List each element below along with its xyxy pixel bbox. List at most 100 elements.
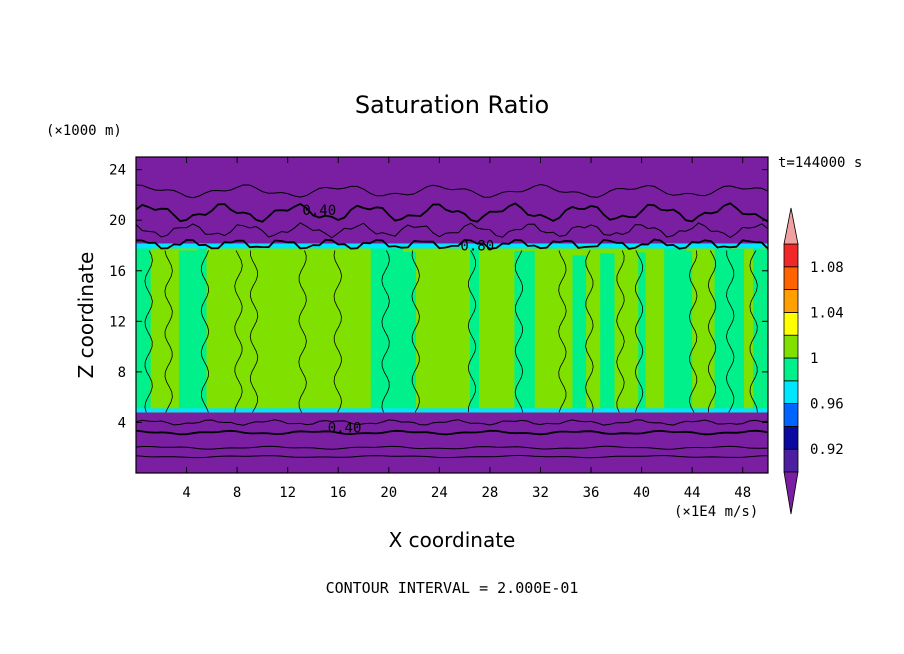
cloud-stripe-23 xyxy=(469,246,480,413)
cloud-stripe-9 xyxy=(234,250,243,413)
cloud-stripe-39 xyxy=(692,246,715,413)
contour-upper-060 xyxy=(136,222,768,239)
cloud-contour-5 xyxy=(298,250,307,413)
contour-lower-040 xyxy=(136,429,768,436)
cloud-bottom-edge xyxy=(136,408,768,413)
cloud-stripe-3 xyxy=(165,253,179,413)
cloud-stripe-5 xyxy=(197,247,207,413)
x-tick-label-40: 40 xyxy=(633,485,650,501)
cloud-stripe-28 xyxy=(539,252,549,413)
cloud-stripe-8 xyxy=(227,255,235,413)
colorbar-bin-6 xyxy=(783,311,799,336)
cloud-stripe-22 xyxy=(456,248,470,413)
colorbar-bin-0 xyxy=(783,448,799,473)
colorbar-bin-3 xyxy=(783,380,799,404)
x-tick-label-48: 48 xyxy=(734,485,751,501)
cloud-stripe-33 xyxy=(600,253,615,413)
contour-lower-080 xyxy=(136,419,768,426)
cloud-stripe-35 xyxy=(638,252,646,413)
colorbar-bin-1 xyxy=(783,425,799,450)
cloud-stripe-34 xyxy=(614,245,639,413)
cloud-stripe-36 xyxy=(645,247,665,413)
cloud-contour-10 xyxy=(514,250,524,413)
colorbar-bin-2 xyxy=(783,403,799,427)
cloud-stripe-40 xyxy=(714,248,730,413)
cloud-stripe-6 xyxy=(206,247,223,413)
colorbar-label-0.92: 0.92 xyxy=(810,442,844,458)
contour-label-1: 0.80 xyxy=(460,239,494,255)
cloud-stripe-27 xyxy=(534,249,540,413)
cloud-contour-7 xyxy=(381,250,390,413)
cloud-stripe-14 xyxy=(324,247,331,413)
cloud-contour-6 xyxy=(333,250,343,413)
cloud-contour-4 xyxy=(249,250,259,413)
x-tick-label-24: 24 xyxy=(431,485,448,501)
cloud-stripe-44 xyxy=(760,249,768,413)
cloud-stripe-13 xyxy=(303,248,325,413)
colorbar-under-arrow xyxy=(783,471,799,515)
x-tick-label-28: 28 xyxy=(481,485,498,501)
x-tick-label-44: 44 xyxy=(684,485,701,501)
cloud-stripe-2 xyxy=(160,251,166,413)
contour-labels: 0.40 0.80 0.40 xyxy=(302,203,494,436)
contour-upper-040 xyxy=(136,202,768,223)
x-tick-label-16: 16 xyxy=(330,485,347,501)
cloud-contour-8 xyxy=(411,250,420,413)
colorbar-label-0.96: 0.96 xyxy=(810,397,844,413)
x-tick-label-4: 4 xyxy=(182,485,190,501)
cloud-contour-0 xyxy=(144,250,153,413)
x-tick-label-8: 8 xyxy=(233,485,241,501)
cloud-stripe-17 xyxy=(370,247,390,413)
contour-lower-010 xyxy=(136,455,768,459)
cloud-contour-2 xyxy=(200,250,210,413)
y-axis-label: Z coordinate xyxy=(74,252,98,379)
colorbar-bin-8 xyxy=(783,266,799,290)
cloud-stripe-37 xyxy=(664,245,687,413)
cloud-stripe-4 xyxy=(178,250,198,413)
y-axis-ticks: 4 8 12 16 20 24 xyxy=(109,163,768,431)
x-tick-label-36: 36 xyxy=(583,485,600,501)
y-unit-label: (×1000 m) xyxy=(46,123,122,139)
cloud-stripe-25 xyxy=(489,254,515,413)
cloud-contour-13 xyxy=(616,250,625,413)
cloud-contour-17 xyxy=(725,250,735,413)
y-tick-label-24: 24 xyxy=(109,163,126,179)
y-tick-label-8: 8 xyxy=(118,365,126,381)
cloud-stripe-38 xyxy=(686,250,693,413)
cloud-stripe-42 xyxy=(744,253,754,413)
x-axis-label: X coordinate xyxy=(389,528,516,552)
x-axis-ticks: 4 8 12 16 20 24 28 32 36 40 44 48 xyxy=(182,157,751,501)
cloud-contour-3 xyxy=(234,250,243,413)
cloud-stripe-32 xyxy=(586,251,601,413)
cloud-stripe-30 xyxy=(568,251,573,413)
time-label: t=144000 s xyxy=(778,155,862,171)
cloud-stripe-31 xyxy=(572,255,587,413)
y-tick-label-20: 20 xyxy=(109,213,126,229)
colorbar-bin-4 xyxy=(783,357,799,382)
cloud-contour-15 xyxy=(688,250,698,413)
contour-lines xyxy=(136,183,768,459)
contour-lower-020 xyxy=(136,445,768,450)
contour-label-2: 0.40 xyxy=(328,421,362,437)
cloud-contour-16 xyxy=(707,250,717,413)
lower-dry-layer xyxy=(136,412,768,473)
cloud-stripe-21 xyxy=(441,253,457,413)
cloud-contour-14 xyxy=(634,250,644,413)
colorbar-bin-9 xyxy=(783,243,799,268)
cloud-stripe-11 xyxy=(261,247,288,413)
upper-dry-layer xyxy=(136,157,768,246)
cloud-stripe-26 xyxy=(514,251,535,413)
cloud-stripe-41 xyxy=(729,249,745,413)
cloud-stripe-20 xyxy=(416,249,442,413)
colorbar-label-1: 1 xyxy=(810,351,818,367)
y-tick-label-16: 16 xyxy=(109,264,126,280)
cloud-contour-9 xyxy=(467,250,477,413)
cloud-contour-11 xyxy=(558,250,567,413)
colorbar-bin-5 xyxy=(783,334,799,359)
cloud-stripe-29 xyxy=(548,255,569,413)
plot-area xyxy=(136,157,768,473)
plot-frame xyxy=(135,156,769,474)
y-tick-label-4: 4 xyxy=(118,415,126,431)
cloud-stripe-18 xyxy=(389,245,404,413)
